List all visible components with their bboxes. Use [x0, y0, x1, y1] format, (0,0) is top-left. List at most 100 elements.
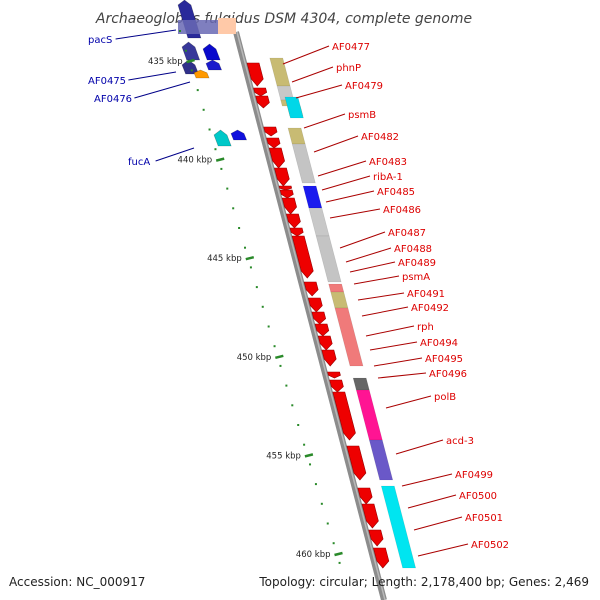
scale-tick-minor [190, 69, 193, 72]
forward-gene-8 [278, 185, 293, 191]
cog-segment-11 [328, 283, 345, 293]
forward-gene-24 [357, 487, 373, 505]
genome-summary-text: Topology: circular; Length: 2,178,400 bp… [258, 575, 589, 589]
forward-gene-3 [255, 95, 270, 109]
forward-gene-17 [314, 323, 330, 337]
forward-gene-4 [263, 126, 278, 137]
forward-gene-15 [307, 297, 323, 313]
scale-tick-minor [184, 49, 187, 52]
forward-gene-25 [361, 503, 379, 529]
cog-segment-13 [334, 307, 364, 367]
reverse-gene-7 [213, 129, 232, 147]
forward-label-leader-8 [325, 190, 375, 203]
cog-segment-10 [315, 235, 342, 283]
forward-label-AF0502: AF0502 [471, 540, 509, 551]
forward-label-psmA: psmA [402, 272, 430, 283]
scale-tick-minor [267, 325, 270, 328]
scale-label-4: 450 kbp [237, 353, 272, 363]
forward-gene-12 [289, 227, 304, 237]
forward-label-leader-24 [413, 516, 463, 531]
gene-labels: pacS AF0475 AF0476 fucA AF0477 phnP AF0479 psmB… [88, 29, 509, 557]
forward-label-AF0485: AF0485 [377, 187, 415, 198]
forward-gene-18 [317, 335, 333, 351]
forward-label-AF0488: AF0488 [394, 244, 432, 255]
reverse-label-leader-2 [128, 71, 177, 81]
forward-label-AF0482: AF0482 [361, 132, 399, 143]
reverse-label-AF0476: AF0476 [94, 94, 132, 105]
scale-tick-minor [297, 424, 300, 426]
forward-gene-20 [327, 371, 341, 379]
forward-gene-6 [268, 147, 285, 169]
forward-label-AF0495: AF0495 [425, 354, 463, 365]
forward-label-polB: polB [434, 392, 456, 403]
forward-label-AF0496: AF0496 [429, 369, 467, 380]
backbone-line [233, 31, 387, 600]
scale-tick-minor [249, 266, 252, 269]
scale-tick-minor [320, 502, 323, 505]
forward-label-leader-3 [295, 84, 343, 99]
scale-tick-minor [226, 187, 229, 190]
cog-segment-5 [284, 96, 304, 119]
forward-label-leader-21 [395, 439, 444, 455]
reverse-label-fucA: fucA [128, 157, 150, 168]
forward-gene-14 [303, 281, 319, 297]
cog-segment-14 [352, 377, 370, 391]
scale-tick-minor [285, 384, 288, 387]
forward-label-leader-16 [365, 325, 415, 337]
forward-label-leader-2 [291, 66, 334, 83]
forward-label-leader-11 [345, 247, 392, 263]
forward-label-leader-13 [353, 275, 400, 285]
forward-gene-22 [332, 391, 356, 441]
forward-gene-11 [286, 213, 301, 229]
forward-label-AF0486: AF0486 [383, 205, 421, 216]
forward-gene-19 [321, 349, 337, 367]
cog-segment-8 [302, 185, 323, 209]
forward-gene-5 [266, 137, 281, 149]
forward-label-rph: rph [417, 322, 434, 333]
forward-label-AF0489: AF0489 [398, 258, 436, 269]
forward-gene-2 [253, 87, 268, 97]
scale-ticks: 435 kbp 440 kbp 445 kbp 450 kbp 455 kbp 460 k… [148, 30, 343, 564]
backbone-highlight [236, 31, 386, 600]
forward-label-AF0477: AF0477 [332, 42, 370, 53]
forward-label-leader-6 [317, 160, 367, 177]
forward-label-phnP: phnP [336, 63, 361, 74]
scale-tick-minor [309, 463, 312, 466]
reverse-gene-4 [193, 69, 210, 79]
forward-label-leader-7 [321, 175, 371, 191]
forward-gene-16 [311, 311, 327, 325]
scale-tick-minor [244, 246, 247, 249]
scale-label-3: 445 kbp [207, 254, 242, 264]
gene-track [177, 0, 390, 569]
reverse-gene-top-edge [218, 18, 236, 34]
scale-label-2: 440 kbp [178, 156, 213, 166]
reverse-gene-3 [181, 59, 200, 75]
forward-label-AF0487: AF0487 [388, 228, 426, 239]
reverse-gene-8 [230, 129, 248, 141]
forward-gene-7 [274, 167, 290, 187]
forward-gene-13 [291, 235, 314, 279]
scale-tick-minor [326, 522, 329, 525]
forward-label-leader-19 [377, 372, 427, 379]
forward-label-leader-20 [385, 395, 432, 409]
cog-segment-15 [355, 389, 383, 441]
scale-tick-major-4 [275, 354, 284, 360]
forward-label-leader-15 [361, 306, 409, 317]
scale-tick-minor [238, 227, 241, 229]
forward-label-leader-1 [282, 45, 330, 65]
scale-tick-minor [332, 542, 335, 545]
reverse-label-pacS: pacS [88, 35, 112, 46]
scale-tick-minor [255, 286, 258, 289]
forward-gene-27 [373, 547, 390, 569]
scale-label-5: 455 kbp [266, 451, 301, 461]
forward-label-leader-12 [349, 261, 396, 273]
forward-label-leader-14 [357, 292, 405, 301]
scale-tick-major-3 [245, 255, 255, 261]
scale-tick-minor [291, 404, 294, 407]
forward-label-AF0494: AF0494 [420, 338, 458, 349]
forward-gene-21 [329, 379, 344, 393]
cog-track [269, 57, 417, 569]
scale-tick-minor [220, 167, 223, 170]
